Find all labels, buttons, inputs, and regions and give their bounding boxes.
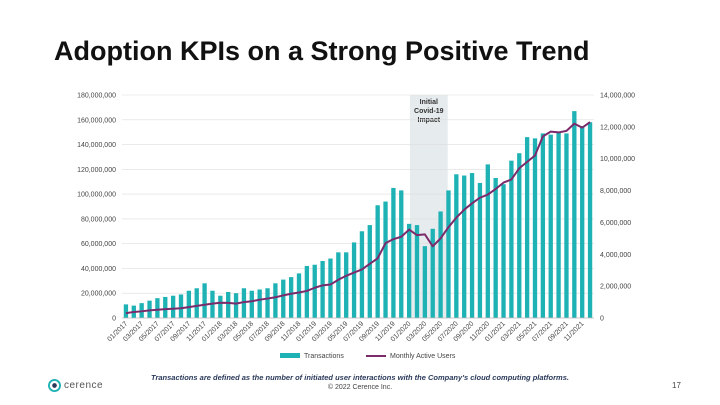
transactions-bar xyxy=(163,296,168,318)
covid-annotation: Covid-19 xyxy=(414,108,444,115)
left-tick-label: 60,000,000 xyxy=(81,241,116,248)
transactions-bar xyxy=(454,174,459,318)
transactions-bar xyxy=(194,288,199,318)
transactions-bar xyxy=(241,288,247,318)
transactions-bar xyxy=(438,211,443,318)
transactions-bar xyxy=(493,178,498,318)
transactions-bar xyxy=(170,295,176,318)
transactions-bar xyxy=(233,293,239,318)
transactions-bar xyxy=(351,242,357,318)
transactions-bar xyxy=(532,138,538,318)
transactions-bar xyxy=(273,283,278,318)
transactions-bar xyxy=(548,134,553,318)
left-tick-label: 20,000,000 xyxy=(81,291,116,298)
transactions-bar xyxy=(564,133,569,318)
page-number: 17 xyxy=(672,381,681,390)
left-tick-label: 140,000,000 xyxy=(77,142,116,149)
right-tick-label: 2,000,000 xyxy=(600,284,631,291)
transactions-bar xyxy=(147,300,152,318)
transactions-bar xyxy=(288,277,294,318)
left-tick-label: 160,000,000 xyxy=(77,117,116,124)
right-tick-label: 14,000,000 xyxy=(600,93,635,100)
transactions-bar xyxy=(414,225,420,318)
transactions-bar xyxy=(257,289,262,318)
transactions-bar xyxy=(391,187,396,318)
transactions-bar xyxy=(320,261,325,318)
monthly-active-users-line xyxy=(125,121,591,315)
transactions-bar xyxy=(399,190,404,318)
left-tick-label: 180,000,000 xyxy=(77,93,116,100)
cerence-logo-icon xyxy=(48,379,61,392)
right-tick-label: 6,000,000 xyxy=(600,220,631,227)
transactions-bar xyxy=(540,133,546,318)
left-tick-label: 120,000,000 xyxy=(77,167,116,174)
transactions-bar xyxy=(422,246,428,318)
transactions-bar xyxy=(501,184,506,318)
transactions-bar xyxy=(178,294,184,318)
transactions-bar xyxy=(367,225,372,318)
copyright: © 2022 Cerence Inc. xyxy=(327,384,393,391)
footnote: Transactions are defined as the number o… xyxy=(151,373,569,382)
transactions-bar xyxy=(123,304,129,318)
transactions-bar xyxy=(509,160,514,318)
transactions-bar xyxy=(218,295,223,318)
transactions-bar xyxy=(524,137,530,318)
transactions-bar xyxy=(265,288,270,318)
covid-annotation: Impact xyxy=(418,117,441,124)
transactions-bar xyxy=(281,279,286,318)
right-tick-label: 12,000,000 xyxy=(600,124,635,131)
transactions-bar xyxy=(249,290,254,318)
left-tick-label: 40,000,000 xyxy=(81,266,116,273)
transactions-bar xyxy=(430,228,435,318)
right-tick-label: 10,000,000 xyxy=(600,156,635,163)
transactions-bar xyxy=(446,190,451,318)
transactions-bar xyxy=(572,111,577,318)
transactions-bar xyxy=(556,132,561,318)
transactions-bar xyxy=(485,164,490,318)
transactions-bar xyxy=(202,283,207,318)
transactions-bar xyxy=(383,201,388,318)
logo-text: cerence xyxy=(64,380,104,391)
transactions-bar xyxy=(462,175,467,318)
transactions-bar xyxy=(580,125,585,318)
left-tick-label: 0 xyxy=(112,316,116,323)
transactions-bar xyxy=(304,265,310,318)
transactions-bar xyxy=(312,264,317,318)
transactions-bar xyxy=(375,205,380,318)
transactions-bar xyxy=(406,223,412,318)
right-tick-label: 4,000,000 xyxy=(600,252,631,259)
cerence-logo: cerence xyxy=(48,379,103,392)
transactions-bar xyxy=(587,122,593,318)
slide-title: Adoption KPIs on a Strong Positive Trend xyxy=(54,36,590,66)
transactions-bar xyxy=(359,231,365,318)
transactions-bar xyxy=(469,173,475,318)
right-tick-label: 0 xyxy=(600,316,604,323)
covid-annotation: Initial xyxy=(420,99,438,106)
transactions-bar xyxy=(336,252,341,318)
legend-swatch-transactions xyxy=(280,353,300,358)
transactions-bar xyxy=(517,153,522,318)
transactions-bar xyxy=(344,252,349,318)
transactions-bar xyxy=(155,298,160,318)
transactions-bar xyxy=(186,290,192,318)
transactions-bar xyxy=(226,291,231,318)
left-tick-label: 100,000,000 xyxy=(77,192,116,199)
transactions-bar xyxy=(328,258,333,318)
left-tick-label: 80,000,000 xyxy=(81,216,116,223)
transactions-bar xyxy=(477,182,483,318)
transactions-bar xyxy=(296,273,302,318)
legend-label-mau: Monthly Active Users xyxy=(390,353,456,360)
legend-label-transactions: Transactions xyxy=(304,353,344,360)
right-tick-label: 8,000,000 xyxy=(600,188,631,195)
